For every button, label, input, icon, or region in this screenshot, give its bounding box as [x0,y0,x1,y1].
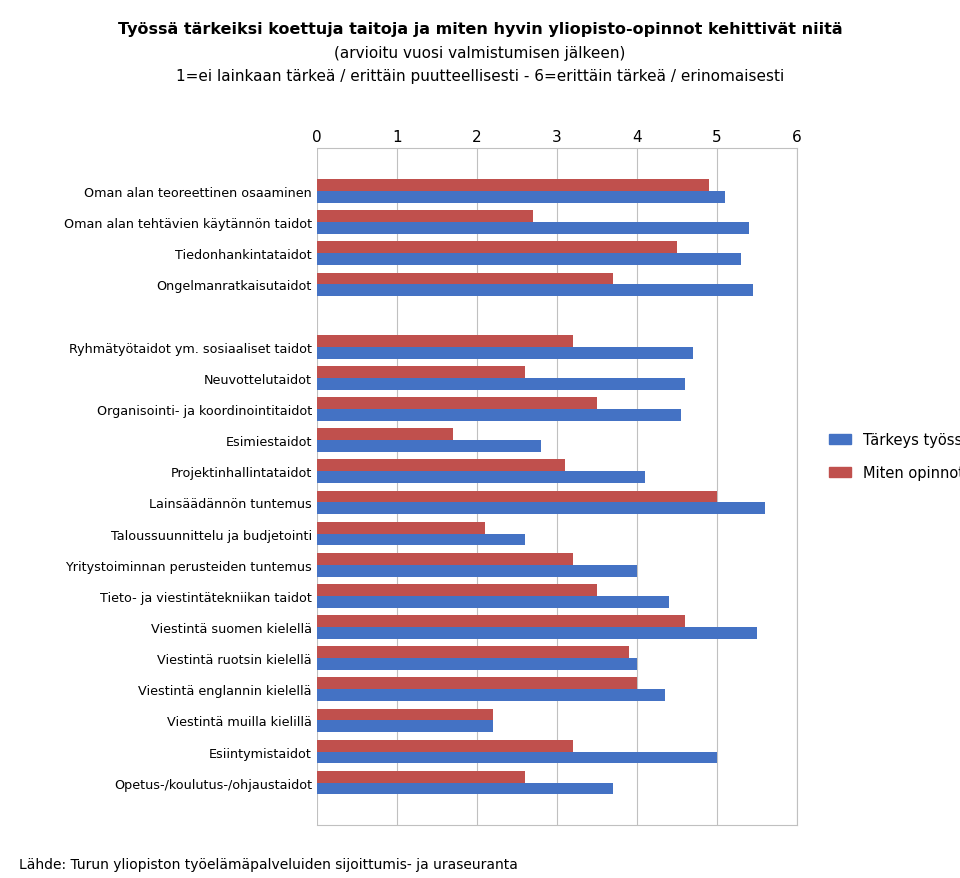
Bar [317,565,636,577]
Text: Työssä tärkeiksi koettuja taitoja ja miten hyvin yliopisto-opinnot kehittivät ni: Työssä tärkeiksi koettuja taitoja ja mit… [118,22,842,37]
Bar [317,409,681,421]
Bar [317,335,573,348]
Bar [317,471,645,484]
Bar [317,285,753,297]
Bar [317,242,677,254]
Bar [317,553,573,565]
Bar [317,615,684,627]
Bar [317,211,533,223]
Bar [317,534,525,546]
Bar [317,223,749,234]
Bar [317,771,525,783]
Bar [317,627,756,639]
Bar [317,752,717,764]
Bar [317,646,629,658]
Bar [317,689,664,702]
Legend: Tärkeys työssä, Miten opinnot kehitti: Tärkeys työssä, Miten opinnot kehitti [824,427,960,486]
Bar [317,783,612,795]
Bar [317,398,597,409]
Bar [317,428,453,441]
Text: 1=ei lainkaan tärkeä / erittäin puutteellisesti - 6=erittäin tärkeä / erinomaise: 1=ei lainkaan tärkeä / erittäin puutteel… [176,68,784,83]
Bar [317,503,765,515]
Bar [317,721,492,732]
Bar [317,740,573,752]
Bar [317,378,684,390]
Text: Lähde: Turun yliopiston työelämäpalveluiden sijoittumis- ja uraseuranta: Lähde: Turun yliopiston työelämäpalvelui… [19,857,518,871]
Text: (arvioitu vuosi valmistumisen jälkeen): (arvioitu vuosi valmistumisen jälkeen) [334,46,626,61]
Bar [317,180,708,191]
Bar [317,522,485,534]
Bar [317,709,492,721]
Bar [317,678,636,689]
Bar [317,491,717,503]
Bar [317,658,636,670]
Bar [317,273,612,285]
Bar [317,191,725,204]
Bar [317,596,669,608]
Bar [317,367,525,378]
Bar [317,460,564,471]
Bar [317,348,693,359]
Bar [317,441,540,452]
Bar [317,254,741,266]
Bar [317,585,597,596]
